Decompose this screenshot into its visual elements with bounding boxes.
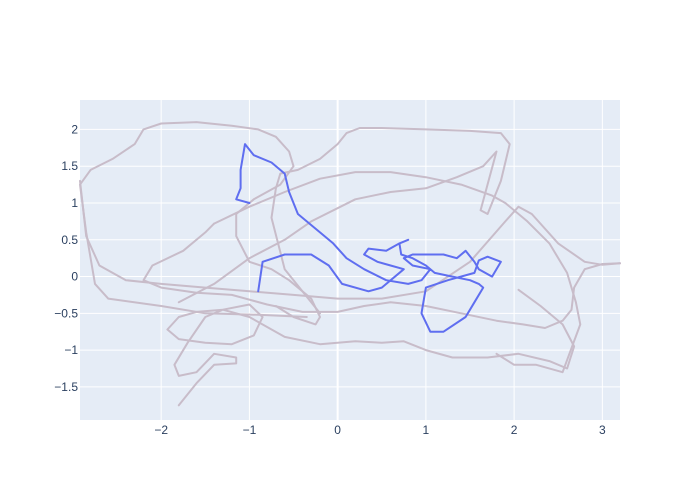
series-layer bbox=[79, 121, 621, 407]
y-tick-label: −1 bbox=[64, 343, 78, 357]
x-tick-label: −1 bbox=[243, 423, 257, 437]
x-tick-label: 0 bbox=[334, 423, 341, 437]
y-tick-label: 2 bbox=[71, 122, 78, 136]
x-tick-label: 3 bbox=[599, 423, 606, 437]
y-tick-label: −0.5 bbox=[54, 306, 78, 320]
y-tick-label: 0.5 bbox=[61, 233, 78, 247]
x-tick-label: −2 bbox=[154, 423, 168, 437]
y-tick-label: 1.5 bbox=[61, 159, 78, 173]
series-line-7 bbox=[235, 143, 502, 333]
series-line-1 bbox=[166, 288, 576, 407]
series-line-6 bbox=[79, 121, 321, 326]
y-tick-label: −1.5 bbox=[54, 380, 78, 394]
series-line-5 bbox=[177, 127, 511, 315]
x-tick-label: 2 bbox=[511, 423, 518, 437]
x-tick-label: 1 bbox=[423, 423, 430, 437]
series-line-2 bbox=[79, 179, 621, 300]
series-line-3 bbox=[142, 222, 621, 329]
grid bbox=[80, 100, 620, 420]
series-line-4 bbox=[213, 171, 582, 374]
tick-labels: −2 −1 0 1 2 3 −1.5 −1 −0.5 0 0.5 1 1.5 2 bbox=[54, 122, 606, 437]
y-tick-label: 1 bbox=[71, 196, 78, 210]
y-tick-label: 0 bbox=[71, 270, 78, 284]
